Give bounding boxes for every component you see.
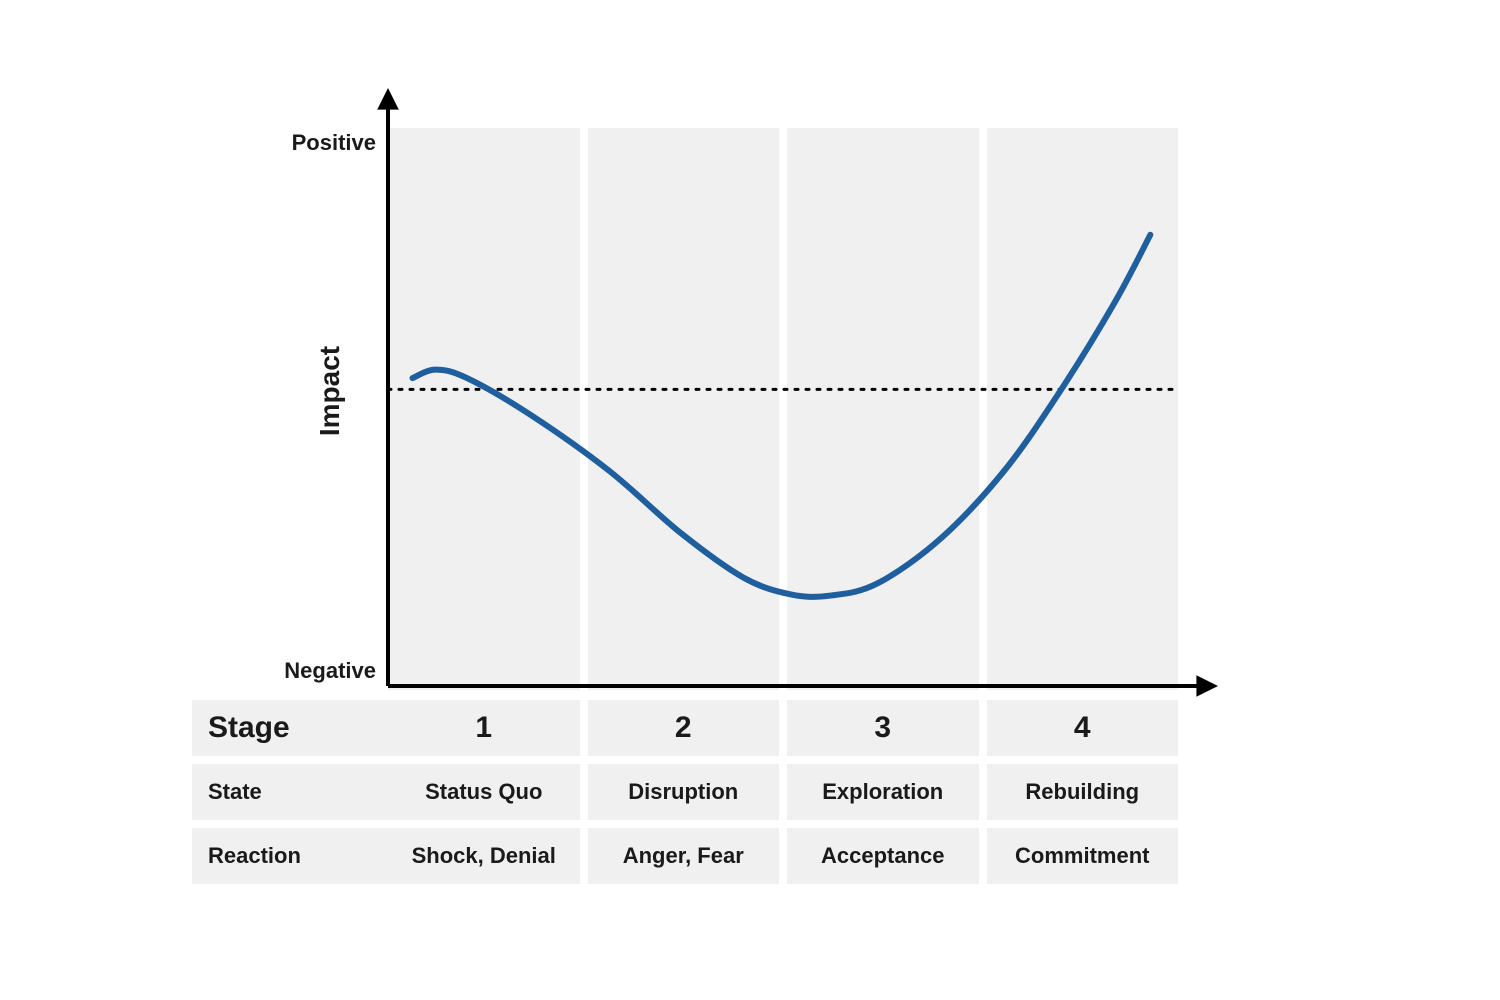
plot-svg xyxy=(348,88,1218,730)
impact-curve xyxy=(412,235,1150,597)
cell-state-3: Exploration xyxy=(787,764,979,820)
cell-stage-3: 3 xyxy=(787,700,979,756)
cell-stage-2: 2 xyxy=(588,700,780,756)
cell-state-2: Disruption xyxy=(588,764,780,820)
row-label-reaction: Reaction xyxy=(192,828,388,884)
figure-root: Impact Positive Negative Stage1234StateS… xyxy=(0,0,1500,1000)
cell-state-4: Rebuilding xyxy=(987,764,1179,820)
x-axis-arrowhead-icon xyxy=(1196,675,1218,697)
cell-stage-4: 4 xyxy=(987,700,1179,756)
cell-reaction-4: Commitment xyxy=(987,828,1179,884)
y-axis-title: Impact xyxy=(314,291,346,491)
cell-stage-1: 1 xyxy=(388,700,580,756)
row-label-stage: Stage xyxy=(192,700,388,756)
row-label-state: State xyxy=(192,764,388,820)
cell-reaction-2: Anger, Fear xyxy=(588,828,780,884)
cell-reaction-1: Shock, Denial xyxy=(388,828,580,884)
cell-state-1: Status Quo xyxy=(388,764,580,820)
y-axis-arrowhead-icon xyxy=(377,88,399,110)
cell-reaction-3: Acceptance xyxy=(787,828,979,884)
